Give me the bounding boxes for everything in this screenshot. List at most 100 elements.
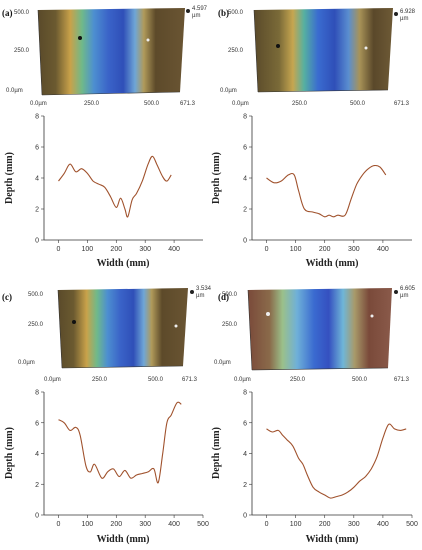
depth-profile-line: [58, 401, 182, 484]
img-ytick-b-250: 250.0: [228, 48, 244, 54]
x-tick-label: 200: [110, 246, 122, 253]
y-axis-label: Depth (mm): [211, 152, 222, 204]
panel-letter-d: (d): [218, 292, 229, 302]
img-xtick-a-500: 500.0: [144, 101, 160, 107]
x-tick-label: 400: [168, 246, 180, 253]
z-unit-d: µm: [400, 293, 408, 299]
x-tick-label: 300: [348, 521, 360, 528]
x-tick-label: 500: [406, 521, 418, 528]
img-xtick-d-250: 250.0: [290, 377, 306, 383]
y-tick-label: 2: [35, 482, 39, 489]
y-tick-label: 4: [243, 451, 247, 458]
x-tick-label: 0: [265, 521, 269, 528]
y-tick-label: 8: [35, 390, 39, 397]
img-xtick-c-671: 671.3: [182, 377, 198, 383]
img-ytick-d-250: 250.0: [222, 322, 238, 328]
img-ytick-c-500: 500.0: [28, 292, 44, 298]
y-axis-label: Depth (mm): [4, 152, 15, 204]
y-tick-label: 2: [243, 207, 247, 214]
img-xtick-d-671: 671.3: [394, 377, 410, 383]
depth-chart-4: 0 2 4 6 8 0 100 200 300 400 500 Width (mm) Depth (mm…: [211, 390, 418, 546]
x-tick-label: 200: [110, 521, 122, 528]
y-tick-label: 4: [35, 451, 39, 458]
x-tick-label: 200: [319, 246, 331, 253]
x-axis-label: Width (mm): [306, 258, 359, 269]
img-xtick-b-671: 671.3: [394, 101, 410, 107]
img-xtick-a-250: 250.0: [84, 101, 100, 107]
img-xtick-c-0: 0.0µm: [44, 377, 61, 383]
depth-profile-line: [58, 155, 172, 218]
depth-chart-2: 0 2 4 6 8 0 100 200 300 400 Width (mm) Depth (mm): [211, 114, 412, 269]
surface-image-c: [58, 288, 188, 368]
panel-letter-c: (c): [2, 292, 12, 302]
y-axis-label: Depth (mm): [4, 427, 15, 479]
x-axis-label: Width (mm): [97, 534, 150, 545]
img-ytick-b-0: 0.0µm: [220, 88, 237, 94]
y-tick-label: 8: [243, 114, 247, 121]
panel-d-topography: (d) 6.605 µm 500.0 250.0 0.0µm 0.0µm 250…: [214, 286, 416, 383]
img-ytick-c-250: 250.0: [28, 322, 44, 328]
z-unit-c: µm: [196, 293, 204, 299]
z-unit-a: µm: [192, 13, 200, 19]
panel-a-topography: (a) 4.597 µm 500.0 250.0 0.0µm 0.0µm 250…: [2, 6, 208, 107]
x-tick-label: 300: [139, 246, 151, 253]
y-tick-label: 0: [243, 238, 247, 245]
y-tick-label: 2: [35, 207, 39, 214]
z-max-c: 3.534: [196, 286, 212, 292]
y-tick-label: 6: [35, 145, 39, 152]
y-tick-label: 4: [35, 176, 39, 183]
panel-letter-a: (a): [2, 8, 13, 18]
img-xtick-b-500: 500.0: [350, 101, 366, 107]
y-tick-label: 4: [243, 176, 247, 183]
img-ytick-d-0: 0.0µm: [214, 360, 231, 366]
depth-profile-line: [266, 164, 387, 218]
img-ytick-a-0: 0.0µm: [6, 88, 23, 94]
img-ytick-b-500: 500.0: [228, 10, 244, 16]
y-tick-label: 6: [243, 145, 247, 152]
img-xtick-c-500: 500.0: [148, 377, 164, 383]
img-ytick-a-250: 250.0: [14, 48, 30, 54]
surface-image-a: [38, 8, 185, 95]
x-tick-label: 300: [348, 246, 360, 253]
y-tick-label: 2: [243, 482, 247, 489]
img-ytick-d-500: 500.0: [222, 292, 238, 298]
depth-chart-1: 0 2 4 6 8 0 100 200 300 400 Width (mm) Depth (mm): [4, 114, 203, 269]
panel-c-topography: (c) 3.534 µm 500.0 250.0 0.0µm 0.0µm 250…: [2, 286, 212, 383]
panel-letter-b: (b): [218, 8, 229, 18]
img-xtick-b-250: 250.0: [292, 101, 308, 107]
img-xtick-a-671: 671.3: [180, 101, 196, 107]
surface-image-d: [248, 288, 392, 370]
img-xtick-d-500: 500.0: [352, 377, 368, 383]
img-xtick-a-0: 0.0µm: [30, 101, 47, 107]
x-tick-label: 100: [290, 521, 302, 528]
x-tick-label: 200: [319, 521, 331, 528]
z-unit-b: µm: [400, 16, 408, 22]
x-tick-label: 400: [377, 521, 389, 528]
x-tick-label: 500: [197, 521, 209, 528]
x-axis-label: Width (mm): [306, 534, 359, 545]
y-tick-label: 6: [243, 420, 247, 427]
x-tick-label: 0: [57, 521, 61, 528]
z-max-b: 6.928: [400, 9, 416, 15]
x-tick-label: 100: [290, 246, 302, 253]
x-tick-label: 0: [57, 246, 61, 253]
y-tick-label: 0: [243, 513, 247, 520]
x-tick-label: 100: [82, 246, 94, 253]
y-tick-label: 0: [35, 238, 39, 245]
x-tick-label: 100: [82, 521, 94, 528]
depth-chart-3: 0 2 4 6 8 0 100 200 300 400 500 Width (mm) Depth (mm…: [4, 390, 209, 546]
y-tick-label: 8: [243, 390, 247, 397]
x-tick-label: 300: [139, 521, 151, 528]
y-tick-label: 8: [35, 114, 39, 121]
img-xtick-d-0: 0.0µm: [234, 377, 251, 383]
img-xtick-c-250: 250.0: [92, 377, 108, 383]
img-xtick-b-0: 0.0µm: [232, 101, 249, 107]
depth-profile-line: [266, 423, 407, 499]
z-max-a: 4.597: [192, 6, 208, 12]
z-max-d: 6.605: [400, 286, 416, 292]
x-tick-label: 400: [377, 246, 389, 253]
img-ytick-c-0: 0.0µm: [18, 360, 35, 366]
x-tick-label: 400: [168, 521, 180, 528]
